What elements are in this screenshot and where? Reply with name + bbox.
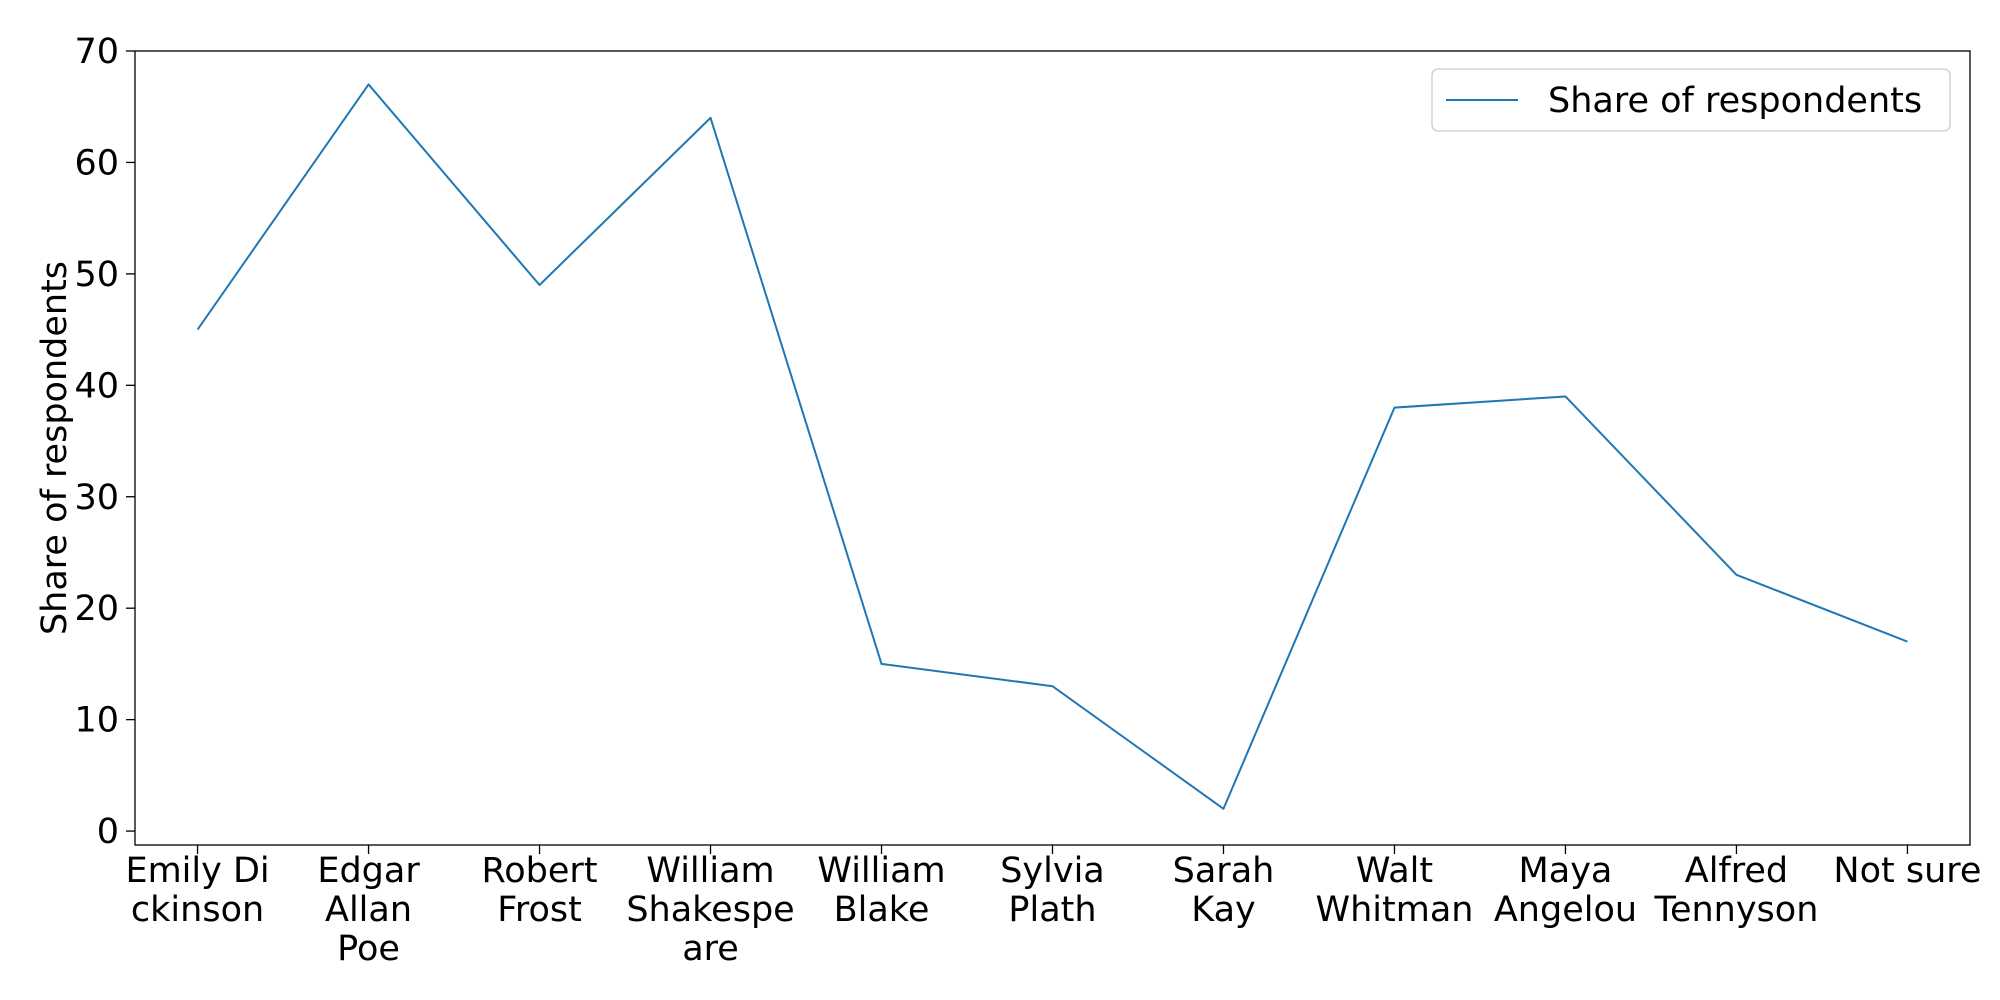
y-axis-label: Share of respondents bbox=[35, 261, 75, 635]
x-tick-label: William Shakespe are bbox=[626, 851, 794, 969]
legend-label: Share of respondents bbox=[1548, 81, 1922, 121]
y-tick-label: 40 bbox=[74, 366, 119, 406]
y-tick-label: 50 bbox=[74, 255, 119, 295]
x-tick-label: William Blake bbox=[817, 851, 945, 930]
x-tick-label: Sylvia Plath bbox=[1000, 851, 1105, 930]
y-tick-label: 30 bbox=[74, 478, 119, 518]
x-tick-label: Robert Frost bbox=[482, 851, 598, 930]
y-tick-label: 60 bbox=[74, 143, 119, 183]
legend: Share of respondents bbox=[1431, 68, 1951, 132]
x-tick-label: Emily Di ckinson bbox=[125, 851, 269, 930]
y-tick-label: 0 bbox=[97, 812, 119, 852]
y-axis: 0 10 20 30 40 50 60 70 bbox=[74, 32, 135, 852]
x-tick-label: Not sure bbox=[1833, 851, 1981, 891]
plot-layer bbox=[196, 83, 1908, 810]
x-axis: Emily Di ckinson Edgar Allan Poe Robert Frost W… bbox=[125, 845, 1981, 969]
y-tick-label: 70 bbox=[74, 32, 119, 72]
series-line-0 bbox=[196, 83, 1908, 810]
x-tick-label: Edgar Allan Poe bbox=[317, 851, 420, 969]
legend-box bbox=[1431, 68, 1951, 132]
plot-frame bbox=[134, 50, 1971, 846]
y-tick-label: 20 bbox=[74, 589, 119, 629]
y-tick-label: 10 bbox=[74, 701, 119, 741]
x-tick-label: Walt Whitman bbox=[1315, 851, 1473, 930]
x-tick-label: Maya Angelou bbox=[1494, 851, 1637, 930]
x-tick-label: Sarah Kay bbox=[1173, 851, 1275, 930]
x-tick-label: Alfred Tennyson bbox=[1654, 851, 1819, 930]
